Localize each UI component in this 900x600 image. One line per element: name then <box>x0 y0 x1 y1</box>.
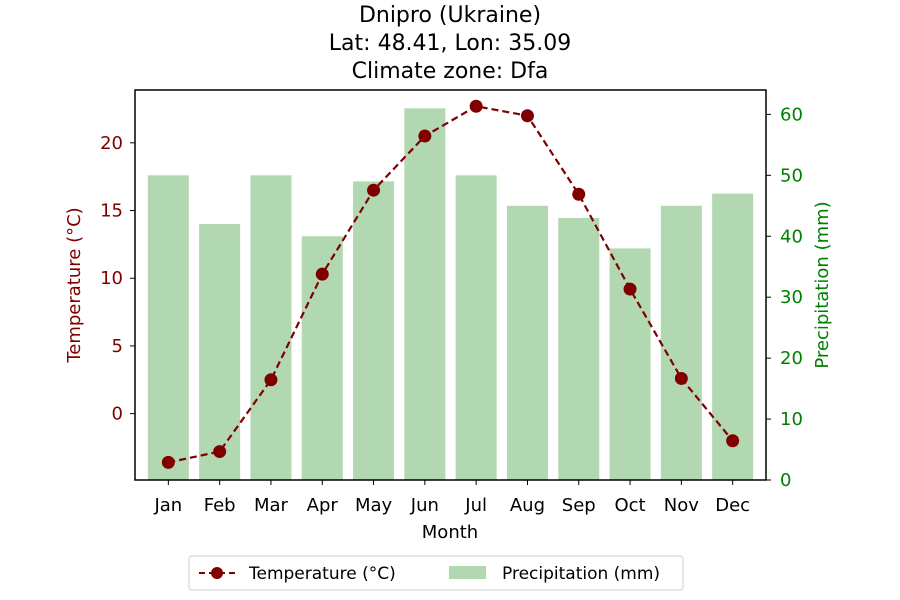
x-tick-label: Apr <box>307 495 339 516</box>
temperature-point-jul <box>469 99 483 113</box>
y-left-tick-label: 0 <box>112 404 123 425</box>
x-tick-label: Feb <box>204 495 236 516</box>
precipitation-bar-jun <box>404 108 446 480</box>
temperature-point-feb <box>213 445 227 459</box>
precipitation-bar-nov <box>660 205 702 480</box>
x-axis: Jan Feb Mar Apr May Jun Jul Aug Sep Oct Nov Dec <box>153 480 750 516</box>
temperature-series <box>161 99 740 469</box>
temperature-point-jan <box>161 455 175 469</box>
title-line-city: Dnipro (Ukraine) <box>359 3 541 28</box>
temperature-line <box>168 105 734 464</box>
x-tick-label: May <box>355 495 393 516</box>
precipitation-bar-feb <box>199 224 241 480</box>
temperature-point-sep <box>572 187 586 201</box>
y-right-tick-label: 40 <box>780 226 803 247</box>
legend: Temperature (°C) Precipitation (mm) <box>188 555 684 591</box>
y-right-tick-label: 60 <box>780 104 803 125</box>
x-tick-label: Nov <box>664 495 699 516</box>
plot-frame <box>134 89 767 481</box>
y-axis-left: 0 5 10 15 20 <box>100 133 135 425</box>
x-tick-label: Jun <box>410 495 439 516</box>
x-tick-label: Jan <box>153 495 182 516</box>
precipitation-bar-may <box>353 181 395 480</box>
x-tick-label: Dec <box>715 495 750 516</box>
temperature-point-nov <box>674 371 688 385</box>
y-axis-right-label: Precipitation (mm) <box>812 201 833 368</box>
y-left-tick-label: 5 <box>112 336 123 357</box>
precipitation-bars <box>147 108 754 480</box>
legend-temperature-marker <box>211 567 223 579</box>
y-right-tick-label: 50 <box>780 165 803 186</box>
title-line-coordinates: Lat: 48.41, Lon: 35.09 <box>329 31 571 56</box>
chart-title: Dnipro (Ukraine) Lat: 48.41, Lon: 35.09 … <box>329 3 571 84</box>
temperature-point-apr <box>315 267 329 281</box>
temperature-point-jun <box>418 129 432 143</box>
x-tick-label: Mar <box>254 495 289 516</box>
temperature-point-may <box>367 183 381 197</box>
x-tick-label: Aug <box>510 495 545 516</box>
y-right-tick-label: 0 <box>780 470 791 491</box>
y-right-tick-label: 30 <box>780 287 803 308</box>
y-left-tick-label: 20 <box>100 133 123 154</box>
x-tick-label: Oct <box>614 495 645 516</box>
y-axis-left-label: Temperature (°C) <box>64 207 85 363</box>
y-right-tick-label: 20 <box>780 348 803 369</box>
precipitation-bar-jan <box>147 175 189 480</box>
x-axis-label: Month <box>422 522 478 543</box>
temperature-point-oct <box>623 282 637 296</box>
y-left-tick-label: 10 <box>100 268 123 289</box>
title-line-climate-zone: Climate zone: Dfa <box>352 59 549 84</box>
legend-precipitation-swatch <box>449 566 486 579</box>
x-tick-label: Sep <box>562 495 596 516</box>
temperature-point-aug <box>520 109 534 123</box>
temperature-point-dec <box>726 434 740 448</box>
legend-precipitation-label: Precipitation (mm) <box>502 564 660 584</box>
precipitation-bar-mar <box>250 175 292 480</box>
precipitation-bar-aug <box>506 205 548 480</box>
y-axis-right: 0 10 20 30 40 50 60 <box>766 104 803 491</box>
x-tick-label: Jul <box>464 495 487 516</box>
precipitation-bar-sep <box>558 217 600 480</box>
legend-box <box>188 555 684 591</box>
y-left-tick-label: 15 <box>100 201 123 222</box>
precipitation-bar-dec <box>712 193 754 480</box>
precipitation-bar-jul <box>455 175 497 480</box>
y-right-tick-label: 10 <box>780 409 803 430</box>
temperature-point-mar <box>264 373 278 387</box>
legend-temperature-label: Temperature (°C) <box>248 564 396 584</box>
